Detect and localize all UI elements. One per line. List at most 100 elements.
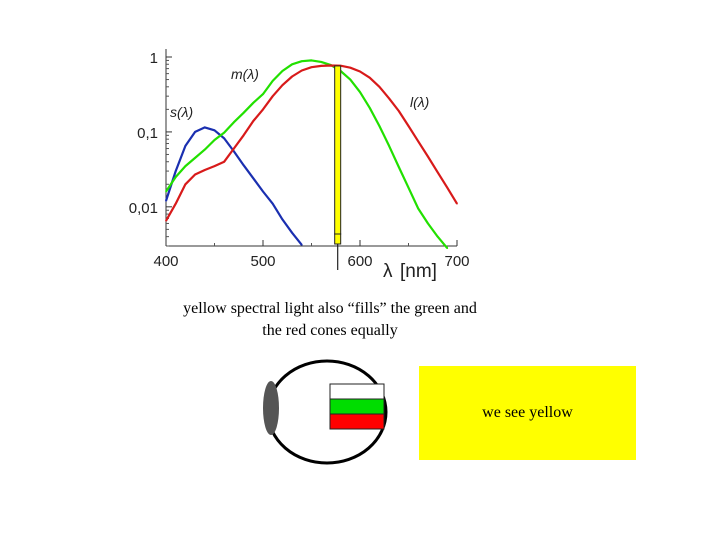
data-point	[310, 66, 313, 68]
data-point	[223, 131, 225, 134]
data-point	[174, 170, 177, 172]
m-curve-label: m(λ)	[231, 66, 259, 82]
data-point	[320, 61, 323, 63]
data-point	[271, 80, 274, 82]
data-point	[291, 63, 293, 66]
data-point	[165, 190, 167, 193]
data-point	[407, 125, 410, 127]
data-point	[194, 173, 196, 176]
x-axis-symbol: λ	[383, 261, 393, 282]
data-point	[417, 207, 420, 210]
data-point	[368, 76, 371, 79]
data-point	[427, 222, 429, 225]
data-point	[233, 121, 235, 123]
data-point	[398, 166, 400, 168]
data-point	[281, 70, 284, 72]
data-point	[388, 145, 390, 147]
data-point	[320, 65, 323, 67]
data-point	[359, 91, 361, 93]
data-point	[271, 202, 274, 205]
data-point	[252, 102, 255, 104]
data-point	[204, 169, 206, 171]
data-point	[252, 177, 255, 180]
data-point	[242, 134, 245, 137]
data-point	[242, 112, 245, 114]
data-point	[368, 107, 371, 109]
data-point	[242, 164, 245, 166]
s-curve-label: s(λ)	[170, 104, 193, 120]
cone-blue-empty	[329, 383, 385, 400]
data-point	[301, 60, 303, 62]
series-line	[164, 126, 303, 246]
data-point	[184, 183, 187, 186]
cone-red-filled	[329, 413, 385, 430]
data-point	[349, 78, 352, 81]
data-point	[349, 66, 352, 69]
data-point	[194, 131, 196, 133]
x-axis-unit: [nm]	[400, 261, 437, 282]
data-point	[301, 69, 303, 72]
data-point	[446, 186, 449, 189]
yellow-result-panel: we see yellow	[419, 366, 636, 460]
data-point	[262, 93, 264, 95]
yellow-marker-base	[334, 233, 342, 245]
data-point	[174, 176, 177, 178]
data-point	[330, 64, 332, 67]
x-tick-label: 600	[347, 253, 372, 270]
data-point	[407, 186, 410, 189]
caption: yellow spectral light also “fills” the g…	[183, 300, 477, 339]
data-point	[281, 84, 284, 86]
result-text: we see yellow	[482, 404, 573, 421]
data-point	[213, 165, 216, 167]
data-point	[262, 108, 264, 111]
data-point	[233, 150, 235, 153]
data-point	[398, 110, 400, 112]
data-point	[281, 218, 284, 221]
data-point	[165, 200, 167, 202]
data-point	[291, 75, 293, 78]
data-point	[194, 157, 196, 159]
y-tick-label: 0,01	[129, 200, 158, 217]
data-point	[204, 126, 206, 129]
data-point	[262, 190, 264, 193]
data-point	[271, 95, 274, 97]
y-tick-label: 1	[150, 50, 158, 67]
data-point	[291, 232, 293, 234]
x-tick-label: 500	[250, 253, 275, 270]
data-point	[165, 220, 167, 222]
data-point	[388, 97, 390, 100]
data-point	[427, 155, 429, 158]
data-point	[223, 137, 225, 140]
data-point	[204, 148, 206, 151]
cone-green-filled	[329, 398, 385, 415]
data-point	[233, 147, 235, 150]
data-point	[378, 86, 381, 88]
data-point	[213, 129, 216, 132]
x-tick-label: 700	[444, 253, 469, 270]
data-point	[184, 145, 187, 147]
curve-labels: s(λ) m(λ) l(λ) λ [nm]	[170, 66, 437, 282]
eye-lens	[263, 381, 279, 435]
data-point	[417, 140, 420, 143]
data-point	[378, 125, 381, 127]
l-curve-label: l(λ)	[410, 94, 429, 110]
y-tick-label: 0,1	[137, 125, 158, 142]
eye-diagram	[263, 359, 388, 465]
plot-area: 1 0,1 0,01 400 500 600 700	[129, 49, 470, 270]
data-point	[252, 120, 255, 122]
x-tick-label: 400	[153, 253, 178, 270]
series-line	[165, 59, 449, 249]
yellow-marker-bar	[334, 65, 342, 235]
data-point	[359, 70, 361, 73]
data-point	[174, 202, 177, 205]
data-point	[223, 160, 225, 163]
data-point	[301, 244, 303, 246]
data-point	[446, 247, 449, 249]
data-point	[310, 59, 313, 62]
data-point	[184, 165, 187, 167]
data-point	[436, 235, 439, 238]
data-point	[213, 139, 216, 141]
data-point	[456, 202, 458, 205]
data-point	[436, 171, 439, 173]
